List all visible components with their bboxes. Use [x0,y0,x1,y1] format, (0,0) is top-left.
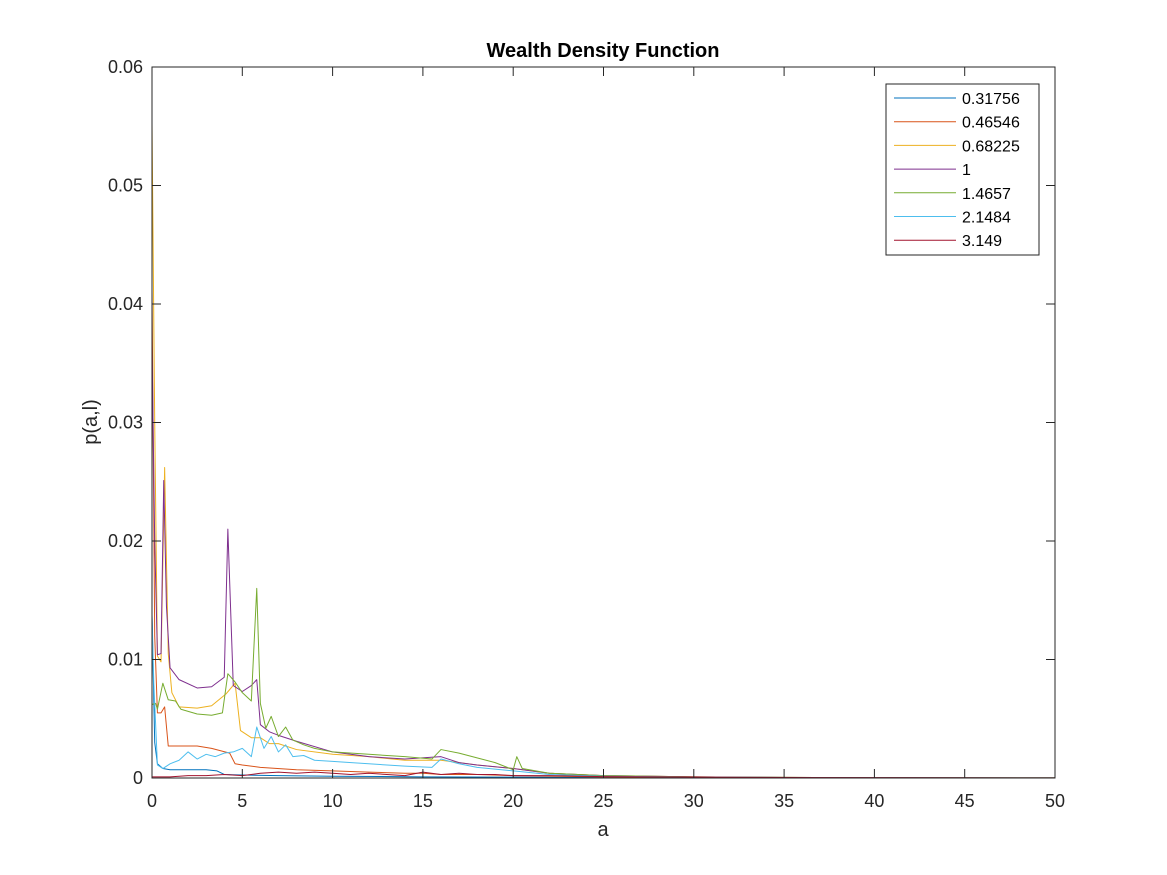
plot-area: 0 5 10 15 20 25 30 35 40 45 50 0 0.01 0.02 0.03 0.04 0.0… [108,57,1065,811]
y-tick-label: 0.06 [108,57,143,77]
y-tick-label: 0.03 [108,413,143,433]
series-line-4 [151,345,1056,779]
x-tick-label: 15 [413,791,433,811]
x-tick-label: 35 [774,791,794,811]
x-tick-label: 40 [864,791,884,811]
legend-label-2: 0.46546 [962,115,1020,132]
x-tick-label: 30 [684,791,704,811]
x-tick-label: 20 [503,791,523,811]
series-line-7 [152,771,1056,779]
x-tick-label: 45 [955,791,975,811]
y-tick-label: 0.05 [108,176,143,196]
series-layer [151,122,1056,779]
x-tick-label: 10 [323,791,343,811]
legend-label-5: 1.4657 [962,186,1011,203]
y-tick-label: 0 [133,768,143,788]
legend-label-3: 0.68225 [962,138,1020,155]
x-tick-label: 50 [1045,791,1065,811]
y-tick-label: 0.01 [108,650,143,670]
x-axis-label: a [597,819,609,841]
y-axis-label: p(a,l) [80,399,102,445]
legend-entries: 0.31756 0.46546 0.68225 1 1.4657 2.1484 3.149 [894,91,1020,250]
ticks-layer: 0 5 10 15 20 25 30 35 40 45 50 0 0.01 0.02 0.03 0.04 0.0… [108,57,1065,811]
legend-label-7: 3.149 [962,233,1002,250]
legend: 0.31756 0.46546 0.68225 1 1.4657 2.1484 3.149 [885,83,1040,256]
x-tick-label: 5 [237,791,247,811]
legend-label-1: 0.31756 [962,91,1020,108]
x-tick-label: 0 [147,791,157,811]
legend-label-4: 1 [962,162,971,179]
x-tick-label: 25 [593,791,613,811]
y-tick-label: 0.04 [108,294,143,314]
series-line-6 [151,614,1056,779]
chart-title: Wealth Density Function [487,40,720,62]
legend-label-6: 2.1484 [962,210,1011,227]
y-tick-label: 0.02 [108,531,143,551]
series-line-5 [151,587,1056,779]
